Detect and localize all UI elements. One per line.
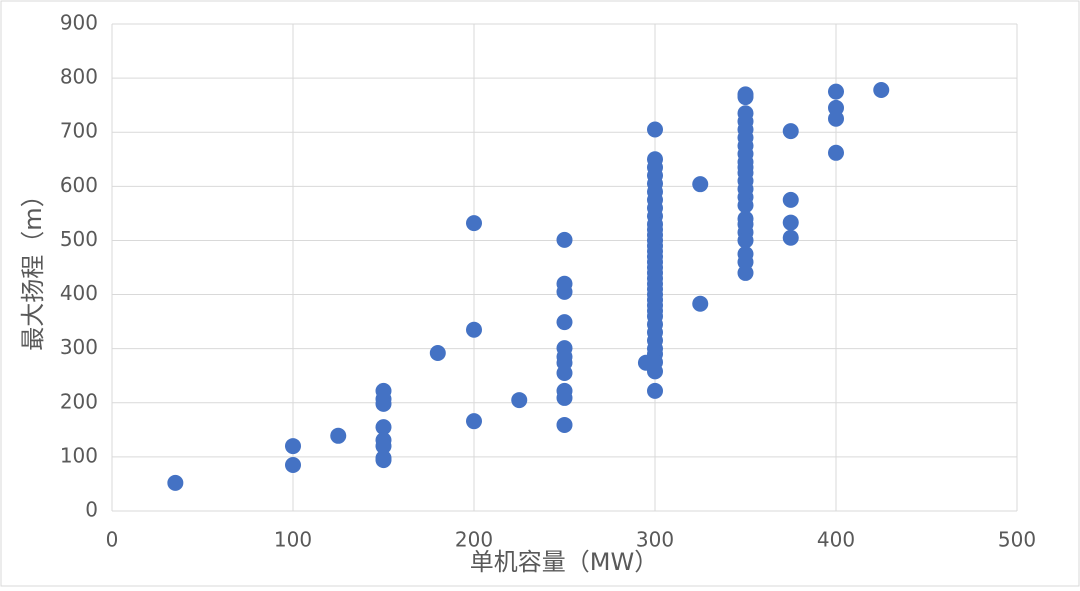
point xyxy=(782,191,799,208)
point xyxy=(647,382,663,399)
point xyxy=(556,365,573,382)
point xyxy=(556,283,573,300)
point xyxy=(782,229,799,246)
point xyxy=(692,176,709,193)
x-tick-label: 0 xyxy=(106,528,119,552)
point xyxy=(556,231,573,248)
point xyxy=(737,197,754,214)
point xyxy=(556,389,573,406)
point xyxy=(375,438,392,455)
point xyxy=(375,452,392,469)
point xyxy=(782,214,799,231)
y-tick-label: 300 xyxy=(60,335,98,359)
point xyxy=(737,89,754,106)
point xyxy=(511,392,528,409)
x-tick-label: 500 xyxy=(998,528,1036,552)
x-tick-label: 300 xyxy=(636,528,674,552)
y-tick-label: 500 xyxy=(60,227,98,251)
point xyxy=(466,321,482,338)
y-tick-label: 400 xyxy=(60,281,98,305)
y-tick-label: 700 xyxy=(60,119,98,143)
point xyxy=(285,438,301,455)
y-axis-title: 最大扬程（m） xyxy=(19,183,47,350)
point xyxy=(556,314,573,331)
point xyxy=(167,474,184,491)
point xyxy=(647,121,663,138)
point xyxy=(429,344,446,361)
y-tick-label: 0 xyxy=(85,498,98,522)
point xyxy=(692,295,709,312)
point xyxy=(782,123,799,140)
point xyxy=(375,395,392,412)
x-tick-label: 100 xyxy=(274,528,312,552)
point xyxy=(873,82,890,99)
point xyxy=(330,427,347,444)
point xyxy=(466,215,482,232)
x-tick-label: 200 xyxy=(455,528,493,552)
point xyxy=(556,416,573,433)
y-tick-label: 600 xyxy=(60,173,98,197)
point xyxy=(466,413,482,430)
point xyxy=(737,264,754,281)
point xyxy=(375,419,392,436)
x-tick-label: 400 xyxy=(817,528,855,552)
y-tick-label: 800 xyxy=(60,65,98,89)
y-tick-label: 200 xyxy=(60,389,98,413)
point xyxy=(828,144,844,161)
point xyxy=(285,457,301,474)
y-tick-label: 100 xyxy=(60,443,98,467)
point xyxy=(828,110,844,127)
point xyxy=(647,363,663,380)
point xyxy=(828,83,844,100)
y-tick-label: 900 xyxy=(60,11,98,35)
point xyxy=(737,232,754,249)
x-axis-title: 单机容量（MW） xyxy=(470,548,658,576)
